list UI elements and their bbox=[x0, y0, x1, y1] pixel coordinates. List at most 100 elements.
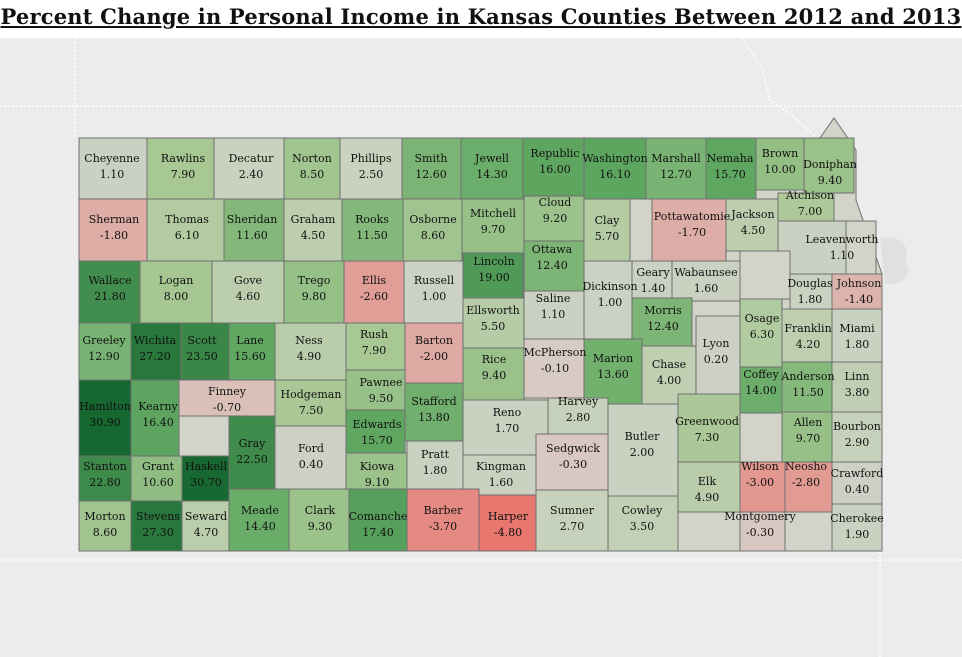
county-mcpherson[interactable] bbox=[523, 338, 585, 399]
county-lincoln[interactable] bbox=[462, 252, 524, 299]
county-name-label: Smith bbox=[415, 152, 448, 165]
county-morris[interactable] bbox=[631, 297, 693, 347]
county-name-label: Chase bbox=[652, 358, 686, 371]
county-value-label: 4.50 bbox=[301, 229, 326, 242]
county-stanton[interactable] bbox=[78, 455, 132, 502]
county-value-label: -1.70 bbox=[678, 226, 706, 239]
county-name-label: Republic bbox=[530, 147, 579, 160]
county-shawnee[interactable] bbox=[739, 250, 791, 300]
county-meade[interactable] bbox=[228, 488, 290, 552]
county-woodson[interactable] bbox=[739, 412, 783, 463]
county-value-label: 1.80 bbox=[845, 338, 870, 351]
county-lyon[interactable] bbox=[695, 315, 741, 395]
county-sedgwick[interactable] bbox=[535, 433, 609, 491]
county-decatur[interactable] bbox=[213, 137, 285, 200]
county-value-label: 23.50 bbox=[186, 350, 218, 363]
county-phillips[interactable] bbox=[339, 137, 403, 200]
county-name-label: Greeley bbox=[82, 334, 126, 347]
county-graham[interactable] bbox=[283, 198, 343, 262]
county-osborne[interactable] bbox=[402, 198, 463, 262]
county-pratt[interactable] bbox=[406, 440, 464, 490]
county-scott[interactable] bbox=[180, 322, 230, 381]
county-value-label: 2.80 bbox=[566, 411, 591, 424]
county-washington[interactable] bbox=[583, 137, 647, 200]
county-labette[interactable] bbox=[784, 511, 833, 552]
county-name-label: Gray bbox=[239, 437, 267, 450]
county-ottawa[interactable] bbox=[523, 240, 585, 292]
county-miami[interactable] bbox=[831, 308, 883, 363]
county-sheridan[interactable] bbox=[223, 198, 285, 262]
county-haskell[interactable] bbox=[181, 455, 230, 502]
county-clay[interactable] bbox=[583, 198, 631, 262]
county-doniphan[interactable] bbox=[803, 137, 855, 194]
county-russell[interactable] bbox=[403, 260, 464, 324]
county-sumner[interactable] bbox=[535, 489, 609, 552]
county-montgomery[interactable] bbox=[739, 511, 786, 552]
county-name-label: Wichita bbox=[134, 334, 177, 347]
county-bourbon[interactable] bbox=[831, 411, 883, 463]
county-neosho[interactable] bbox=[784, 461, 833, 513]
county-value-label: 0.20 bbox=[704, 353, 729, 366]
county-kearny[interactable] bbox=[130, 379, 180, 457]
county-coffey[interactable] bbox=[739, 366, 783, 414]
county-morton[interactable] bbox=[78, 500, 132, 552]
county-comanche[interactable] bbox=[348, 488, 408, 552]
county-value-label: 12.70 bbox=[660, 168, 692, 181]
county-osage[interactable] bbox=[739, 298, 783, 368]
county-riley[interactable] bbox=[629, 198, 653, 262]
county-name-label: Rawlins bbox=[161, 152, 206, 165]
county-reno[interactable] bbox=[462, 399, 549, 456]
county-value-label: 3.50 bbox=[630, 520, 655, 533]
county-greenwood[interactable] bbox=[677, 393, 741, 463]
county-ness[interactable] bbox=[274, 322, 347, 381]
county-ford[interactable] bbox=[274, 425, 347, 490]
county-wyandotte[interactable] bbox=[845, 220, 877, 275]
county-cheyenne[interactable] bbox=[78, 137, 148, 200]
county-cloud[interactable] bbox=[523, 195, 585, 242]
county-rush[interactable] bbox=[345, 322, 406, 371]
county-nemaha[interactable] bbox=[705, 137, 757, 200]
county-name-label: Comanche bbox=[349, 510, 408, 523]
county-edwards[interactable] bbox=[345, 409, 406, 454]
county-gove[interactable] bbox=[211, 260, 285, 324]
county-thomas[interactable] bbox=[146, 198, 225, 262]
county-wabaunsee[interactable] bbox=[671, 260, 741, 302]
county-butler[interactable] bbox=[607, 403, 679, 497]
county-name-label: Hamilton bbox=[79, 400, 131, 413]
county-franklin[interactable] bbox=[781, 308, 833, 363]
county-crawford[interactable] bbox=[831, 461, 883, 505]
county-hodgeman[interactable] bbox=[274, 379, 347, 427]
county-harper[interactable] bbox=[478, 494, 537, 552]
county-value-label: 1.90 bbox=[845, 528, 870, 541]
county-mitchell[interactable] bbox=[461, 198, 525, 262]
county-barber[interactable] bbox=[406, 488, 480, 552]
county-pawnee[interactable] bbox=[345, 369, 406, 411]
county-cowley[interactable] bbox=[607, 495, 679, 552]
county-name-label: Jewell bbox=[474, 152, 509, 165]
county-name-label: Doniphan bbox=[803, 158, 857, 171]
county-finney[interactable] bbox=[178, 379, 276, 417]
county-cherokee[interactable] bbox=[831, 503, 883, 552]
county-linn[interactable] bbox=[831, 361, 883, 413]
county-value-label: 27.20 bbox=[139, 350, 171, 363]
county-greeley[interactable] bbox=[78, 322, 132, 381]
county-sherman[interactable] bbox=[78, 198, 148, 262]
county-dickinson[interactable] bbox=[583, 260, 633, 340]
county-chautauqua[interactable] bbox=[677, 511, 741, 552]
county-rawlins[interactable] bbox=[146, 137, 215, 200]
county-atchison[interactable] bbox=[777, 192, 835, 222]
county-barton[interactable] bbox=[404, 322, 464, 384]
county-trego[interactable] bbox=[283, 260, 345, 324]
county-value-label: 1.10 bbox=[830, 249, 855, 262]
county-smith[interactable] bbox=[401, 137, 462, 200]
county-name-label: Cheyenne bbox=[84, 152, 139, 165]
county-name-label: Stanton bbox=[83, 460, 127, 473]
county-johnson[interactable] bbox=[831, 273, 883, 310]
county-value-label: 19.00 bbox=[478, 271, 510, 284]
county-marshall[interactable] bbox=[645, 137, 707, 200]
county-ellsworth[interactable] bbox=[462, 297, 525, 349]
county-clark[interactable] bbox=[288, 488, 350, 552]
county-value-label: 7.90 bbox=[171, 168, 196, 181]
county-elk[interactable] bbox=[677, 461, 741, 513]
county-name-label: Ford bbox=[298, 442, 324, 455]
